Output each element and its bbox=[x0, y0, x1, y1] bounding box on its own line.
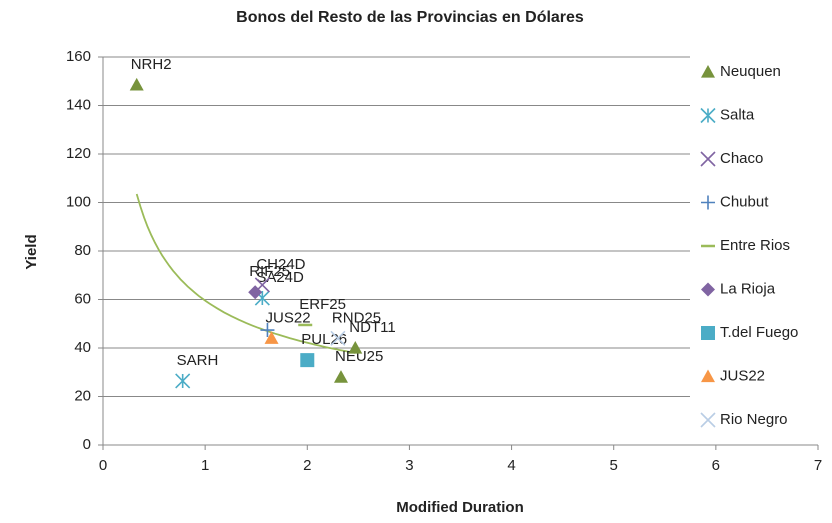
y-tick-label: 140 bbox=[66, 96, 91, 113]
legend-label: Chaco bbox=[720, 150, 763, 167]
x-tick-label: 4 bbox=[507, 457, 515, 474]
data-label: NRH2 bbox=[131, 56, 172, 73]
legend-box bbox=[690, 55, 832, 440]
x-tick-label: 2 bbox=[303, 457, 311, 474]
y-tick-label: 0 bbox=[83, 436, 91, 453]
data-label: NEU25 bbox=[335, 348, 383, 365]
trendline bbox=[135, 193, 356, 354]
legend-label: Rio Negro bbox=[720, 411, 788, 428]
legend-label: Salta bbox=[720, 106, 755, 123]
legend-marker bbox=[701, 369, 715, 383]
y-tick-label: 60 bbox=[74, 290, 91, 307]
y-tick-label: 80 bbox=[74, 242, 91, 259]
legend-label: Chubut bbox=[720, 193, 769, 210]
chart-title: Bonos del Resto de las Provincias en Dól… bbox=[236, 9, 584, 26]
legend-label: Entre Rios bbox=[720, 237, 790, 254]
y-tick-label: 100 bbox=[66, 193, 91, 210]
legend: Neuquen Salta Chaco Chubut Entre Rios La Rioj… bbox=[690, 55, 832, 440]
data-label: RIF25 bbox=[249, 263, 290, 280]
data-label: SA24D bbox=[256, 269, 304, 286]
marker bbox=[175, 373, 191, 389]
x-tick-label: 1 bbox=[201, 457, 209, 474]
legend-marker bbox=[700, 151, 716, 167]
x-tick-label: 0 bbox=[99, 457, 107, 474]
marker bbox=[348, 341, 363, 354]
marker bbox=[260, 323, 275, 338]
y-tick-label: 160 bbox=[66, 48, 91, 65]
legend-label: Neuquen bbox=[720, 63, 781, 80]
data-label: RND25 bbox=[332, 309, 381, 326]
data-label: ERF25 bbox=[299, 296, 346, 313]
y-axis-title: Yield bbox=[23, 234, 40, 269]
marker bbox=[330, 330, 346, 346]
y-tick-label: 20 bbox=[74, 387, 91, 404]
data-label: SARH bbox=[177, 352, 219, 369]
data-label: CH24D bbox=[256, 256, 305, 273]
legend-marker bbox=[701, 65, 715, 78]
legend-marker bbox=[701, 195, 715, 210]
legend-label: JUS22 bbox=[720, 367, 765, 384]
data-label: NDT11 bbox=[349, 319, 395, 336]
y-tick-label: 120 bbox=[66, 145, 91, 162]
marker bbox=[129, 77, 144, 91]
legend-marker bbox=[700, 412, 716, 428]
legend-marker bbox=[701, 282, 715, 297]
legend-marker bbox=[700, 107, 716, 124]
x-tick-label: 3 bbox=[405, 457, 413, 474]
x-tick-label: 5 bbox=[610, 457, 618, 474]
x-tick-label: 6 bbox=[712, 457, 720, 474]
legend-label: T.del Fuego bbox=[720, 324, 798, 341]
marker bbox=[333, 370, 348, 383]
legend-label: La Rioja bbox=[720, 280, 776, 297]
marker bbox=[248, 285, 263, 300]
legend-marker bbox=[701, 326, 715, 340]
x-tick-label: 7 bbox=[814, 457, 822, 474]
marker bbox=[300, 353, 315, 368]
marker bbox=[264, 331, 279, 344]
x-axis-title: Modified Duration bbox=[396, 499, 524, 516]
y-tick-label: 40 bbox=[74, 339, 91, 356]
data-label: JUS22 bbox=[266, 309, 311, 326]
